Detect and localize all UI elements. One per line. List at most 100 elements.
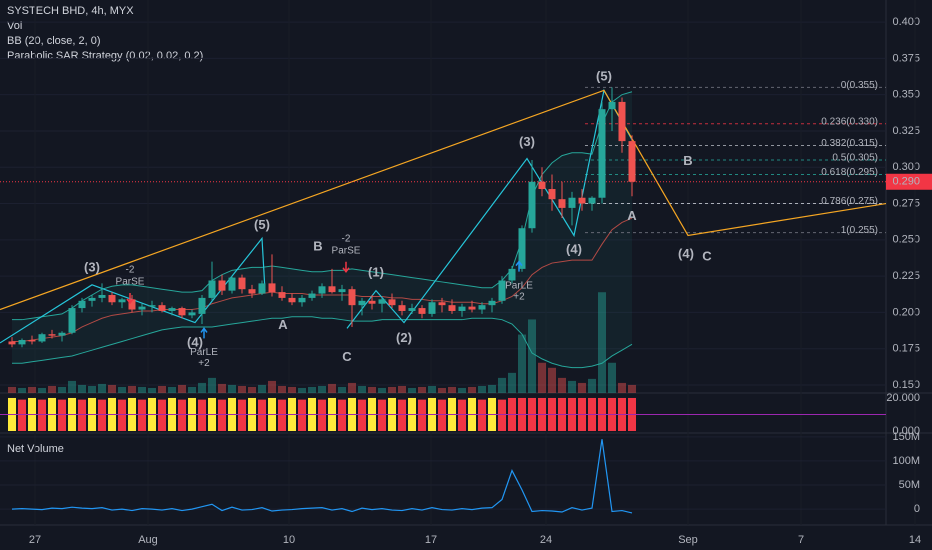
volume-bar	[298, 387, 306, 393]
candle-body	[258, 283, 266, 294]
candle-body	[138, 306, 146, 310]
volume-bar	[208, 377, 216, 393]
wave-line	[0, 89, 887, 311]
x-tick-label: Sep	[678, 534, 698, 546]
indicator-name: Vol	[7, 20, 22, 32]
wave-label: B	[683, 153, 692, 168]
volume-bar	[348, 382, 356, 393]
candle-body	[208, 280, 216, 298]
volume-bar	[258, 384, 266, 393]
indicator-bar	[318, 399, 326, 432]
candle-body	[118, 299, 126, 303]
candle-body	[438, 302, 446, 306]
indicator-bar	[218, 399, 226, 432]
y-tick-label: 0.350	[892, 89, 920, 101]
fib-label: 0.5(0.305)	[832, 153, 878, 164]
y-tick-label: 150M	[892, 431, 920, 443]
candle-body	[448, 305, 456, 311]
candle-body	[58, 332, 66, 336]
volume-bar	[98, 383, 106, 393]
volume-bar	[498, 377, 506, 393]
y-tick-label: 0.175	[892, 343, 920, 355]
candle-body	[348, 289, 356, 306]
candle-body	[238, 277, 246, 290]
candle-body	[518, 228, 526, 269]
candle-body	[38, 334, 46, 342]
y-tick-label: 0.275	[892, 197, 920, 209]
signal-name: ParSE	[332, 245, 361, 256]
fib-label: 0.618(0.295)	[821, 167, 878, 178]
indicator-bar	[18, 399, 26, 432]
wave-label: A	[278, 317, 288, 332]
net-volume-line	[11, 439, 633, 514]
symbol: SYSTECH BHD, 4h, MYX	[7, 5, 134, 17]
indicator-bar	[298, 399, 306, 432]
volume-bar	[428, 385, 436, 393]
y-tick-label: 20.000	[886, 392, 920, 404]
candle-body	[278, 292, 286, 298]
candle-body	[188, 312, 196, 316]
indicator-bar	[98, 399, 106, 432]
volume-bar	[588, 378, 596, 393]
volume-bar	[628, 384, 636, 393]
indicator-bar	[158, 399, 166, 432]
candle-body	[268, 283, 276, 293]
candle-body	[48, 334, 56, 336]
wave-label: (4)	[566, 241, 582, 256]
x-tick-label: 27	[29, 534, 41, 546]
candle-body	[18, 340, 26, 345]
indicator-name: BB (20, close, 2, 0)	[7, 35, 101, 47]
candle-body	[68, 308, 76, 333]
wave-label: (5)	[254, 217, 270, 232]
volume-bar	[418, 386, 426, 393]
signal-qty: -2	[342, 233, 351, 244]
candle-body	[488, 300, 496, 306]
indicator-bar	[438, 399, 446, 432]
x-tick-label: 10	[283, 534, 295, 546]
signal-name: ParSE	[116, 277, 145, 288]
candle-body	[598, 109, 606, 198]
x-tick-label: 7	[798, 534, 804, 546]
volume-bar	[468, 386, 476, 393]
bb-fill	[12, 91, 632, 368]
x-tick-label: 24	[540, 534, 552, 546]
volume-bar	[278, 385, 286, 393]
volume-bar	[508, 372, 516, 393]
indicator-bar	[398, 399, 406, 432]
fib-label: 0.382(0.315)	[821, 138, 878, 149]
wave-label: (3)	[84, 259, 100, 274]
volume-bar	[518, 334, 526, 393]
volume-bar	[18, 387, 26, 393]
candle-body	[298, 297, 306, 303]
volume-bar	[108, 384, 116, 393]
volume-bar	[178, 384, 186, 393]
volume-bar	[308, 386, 316, 393]
volume-bar	[158, 385, 166, 393]
candle-body	[548, 189, 556, 200]
indicator-bar	[478, 399, 486, 432]
volume-bar	[328, 383, 336, 393]
x-tick-label: 14	[909, 534, 921, 546]
bb-lower	[12, 316, 633, 369]
y-tick-label: 0	[914, 503, 920, 515]
volume-bar	[28, 386, 36, 393]
y-tick-label: 0.000	[892, 425, 920, 437]
wave-label: B	[313, 239, 322, 254]
volume-bar	[318, 385, 326, 393]
candle-body	[108, 295, 116, 303]
candle-body	[248, 289, 256, 294]
fib-label: 1(0.255)	[841, 225, 878, 236]
signal-arrow-head	[515, 260, 523, 267]
indicator-bar	[278, 399, 286, 432]
volume-bar	[438, 387, 446, 393]
volume-bar	[488, 384, 496, 393]
candle-body	[228, 277, 236, 291]
candle-body	[88, 297, 96, 301]
wave-label: C	[702, 249, 712, 264]
candle-body	[418, 308, 426, 314]
last-price-box	[886, 173, 932, 190]
volume-bar	[198, 382, 206, 393]
volume-bar	[598, 292, 606, 393]
candle-body	[78, 300, 86, 309]
